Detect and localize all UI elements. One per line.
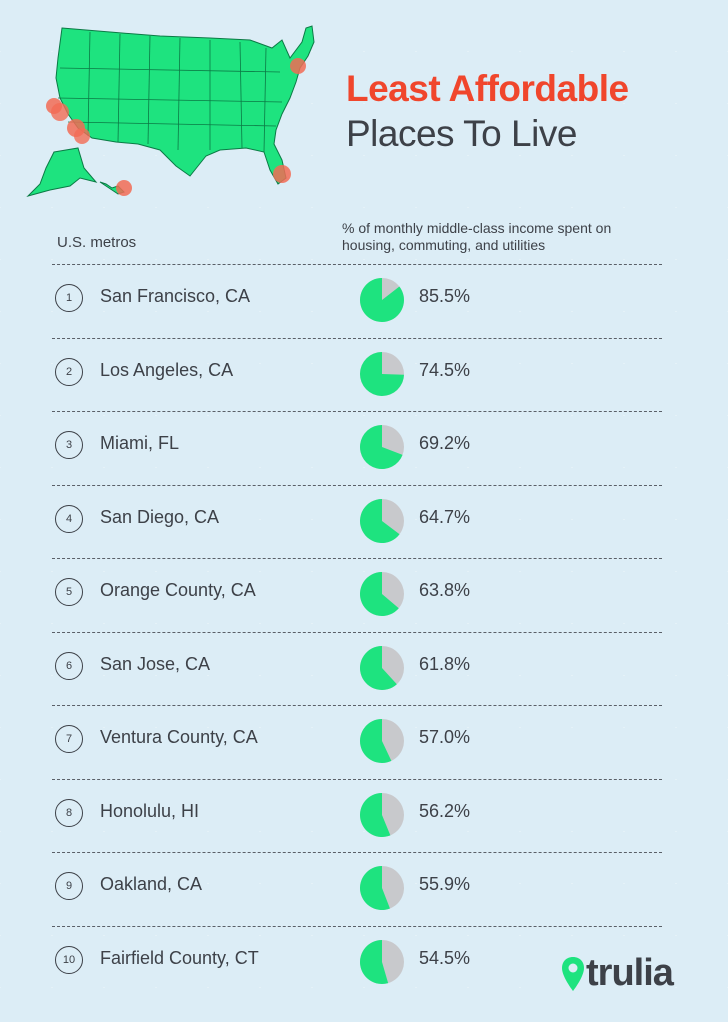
rank-badge: 7 [55,725,83,753]
metro-name: San Diego, CA [100,507,220,527]
state-borders [57,31,283,153]
metro-name: San Jose, CA [100,654,211,674]
pie-chart [360,940,404,984]
row-divider [52,852,662,853]
metro-name: Miami, FL [100,433,180,453]
pie-slice-value [360,940,389,984]
rank-badge: 1 [55,284,83,312]
percent-label: 56.2% [419,801,471,821]
marker-miami [273,165,291,183]
pie-slice-value [360,278,404,322]
pie-chart [360,352,404,396]
rank-badge: 6 [55,652,83,680]
metro-name: Orange County, CA [100,580,256,600]
percent-label: 64.7% [419,507,471,527]
metro-name: Fairfield County, CT [100,948,259,968]
table-row: 3 Miami, FL 69.2% [0,424,728,470]
table-row: 6 San Jose, CA 61.8% [0,645,728,691]
pie-chart [360,499,404,543]
table-row: 7 Ventura County, CA 57.0% [0,718,728,764]
pie-slice-value [360,425,403,469]
pie-chart [360,425,404,469]
percent-label: 54.5% [419,948,471,968]
percent-label: 74.5% [419,360,471,380]
metro-name: Los Angeles, CA [100,360,234,380]
trulia-logo-text: trulia [586,952,674,994]
rank-badge: 9 [55,872,83,900]
pie-chart [360,866,404,910]
percent-label: 55.9% [419,874,471,894]
row-divider [52,779,662,780]
rank-badge: 10 [55,946,83,974]
percent-label: 85.5% [419,286,471,306]
percent-label: 61.8% [419,654,471,674]
title-line-2: Places To Live [346,113,577,154]
pie-chart [360,719,404,763]
trulia-pin-icon [562,957,584,991]
us-map-graphic [26,25,315,197]
marker-honolulu [116,180,132,196]
column-header-metros: U.S. metros [57,234,137,251]
table-row: 1 San Francisco, CA 85.5% [0,277,728,323]
pie-slice-value [360,719,392,763]
metro-name: Honolulu, HI [100,801,200,821]
row-divider [52,338,662,339]
metro-name: San Francisco, CA [100,286,251,306]
us-map [20,18,320,204]
table-row: 8 Honolulu, HI 56.2% [0,792,728,838]
pie-slice-value [360,352,404,396]
row-divider [52,705,662,706]
row-divider [52,485,662,486]
pie-slice-value [360,646,397,690]
pie-slice-value [360,572,399,616]
percent-label: 69.2% [419,433,471,453]
marker-socal-2 [74,128,90,144]
pie-slice-value [360,866,390,910]
marker-bay-area-2 [51,103,69,121]
pie-chart [360,793,404,837]
marker-fairfield [290,58,306,74]
row-divider [52,926,662,927]
row-divider [52,411,662,412]
pie-slice-value [360,499,400,543]
pie-chart [360,278,404,322]
row-divider [52,558,662,559]
table-row: 5 Orange County, CA 63.8% [0,571,728,617]
table-row: 10 Fairfield County, CT 54.5% [0,939,728,985]
rank-badge: 8 [55,799,83,827]
chart-title: Least Affordable Places To Live [346,68,629,158]
rank-badge: 2 [55,358,83,386]
pie-chart [360,572,404,616]
metro-name: Oakland, CA [100,874,203,894]
pie-slice-value [360,793,391,837]
title-line-1: Least Affordable [346,68,629,109]
rank-badge: 5 [55,578,83,606]
metro-name: Ventura County, CA [100,727,258,747]
rank-badge: 4 [55,505,83,533]
percent-label: 63.8% [419,580,471,600]
table-row: 9 Oakland, CA 55.9% [0,865,728,911]
percent-label: 57.0% [419,727,471,747]
pie-chart [360,646,404,690]
row-divider [52,264,662,265]
row-divider [52,632,662,633]
column-header-share: % of monthly middle-class income spent o… [342,220,612,253]
rank-badge: 3 [55,431,83,459]
table-row: 4 San Diego, CA 64.7% [0,498,728,544]
metro-markers [46,58,306,196]
contiguous-us-shape [55,25,315,185]
table-row: 2 Los Angeles, CA 74.5% [0,351,728,397]
alaska-shape [26,147,98,197]
